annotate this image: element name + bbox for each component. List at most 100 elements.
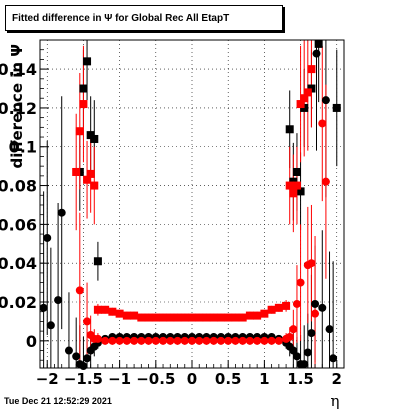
data-point-square <box>130 311 139 320</box>
data-point-circle <box>166 336 175 345</box>
data-point-circle <box>195 336 204 345</box>
data-point-square <box>292 181 301 190</box>
chart-title: Fitted difference in Ψ for Global Rec Al… <box>5 5 283 31</box>
data-point-square <box>307 65 316 74</box>
data-point-circle <box>101 336 110 345</box>
data-point-square <box>224 313 233 322</box>
data-point-circle <box>292 299 301 308</box>
data-point-square <box>195 313 204 322</box>
data-point-square <box>296 187 305 196</box>
data-point-circle <box>54 296 63 305</box>
x-tick-label: 1.5 <box>287 370 314 388</box>
data-point-circle <box>130 336 139 345</box>
x-tick-label: −0.5 <box>136 370 175 388</box>
y-tick-label: 0.08 <box>0 177 37 196</box>
data-point-circle <box>115 336 124 345</box>
x-tick-label: 1 <box>259 370 269 388</box>
data-point-circle <box>300 360 309 369</box>
data-point-circle <box>289 325 298 334</box>
data-point-square <box>282 301 291 310</box>
data-point-square <box>285 181 294 190</box>
data-point-circle <box>260 336 269 345</box>
data-point-square <box>289 189 298 198</box>
data-point-square <box>137 313 146 322</box>
data-point-circle <box>108 336 117 345</box>
data-point-circle <box>311 299 320 308</box>
data-point-circle <box>238 336 247 345</box>
data-point-circle <box>216 336 225 345</box>
data-point-circle <box>296 278 305 287</box>
data-point-square <box>303 88 312 97</box>
data-point-circle <box>325 325 334 334</box>
data-point-circle <box>75 286 84 295</box>
data-point-square <box>93 257 102 266</box>
data-point-circle <box>285 332 294 341</box>
data-point-circle <box>303 348 312 357</box>
data-point-square <box>151 313 160 322</box>
x-axis-label: η <box>331 392 340 409</box>
data-point-circle <box>245 336 254 345</box>
data-point-circle <box>137 336 146 345</box>
y-tick-label: 0.02 <box>0 293 37 312</box>
x-tick-label: −2 <box>36 370 59 388</box>
x-tick-label: −1.5 <box>64 370 103 388</box>
data-point-circle <box>224 336 233 345</box>
data-point-circle <box>83 354 92 363</box>
data-point-square <box>332 103 341 112</box>
data-point-circle <box>321 96 330 105</box>
data-point-circle <box>318 119 327 128</box>
data-point-square <box>108 307 117 316</box>
data-point-square <box>238 313 247 322</box>
data-point-square <box>180 313 189 322</box>
data-point-square <box>101 305 110 314</box>
data-point-square <box>90 181 99 190</box>
data-point-circle <box>188 336 196 345</box>
data-point-circle <box>83 317 92 326</box>
data-point-circle <box>173 336 182 345</box>
data-point-circle <box>307 259 316 268</box>
data-point-circle <box>311 309 320 318</box>
data-point-circle <box>151 336 160 345</box>
data-point-circle <box>180 336 189 345</box>
data-point-square <box>93 305 102 314</box>
data-markers <box>39 39 341 371</box>
y-tick-label: 0.1 <box>9 138 37 157</box>
y-axis-label: difference in Ψ <box>8 44 26 169</box>
y-tick-label: 0.06 <box>0 215 37 234</box>
data-point-square <box>122 311 131 320</box>
x-tick-label: 0 <box>187 370 197 388</box>
data-point-square <box>245 311 254 320</box>
data-point-circle <box>64 346 73 355</box>
data-point-square <box>267 305 276 314</box>
y-tick-label: 0.12 <box>0 99 37 118</box>
data-point-square <box>231 313 240 322</box>
data-point-square <box>83 175 92 184</box>
data-point-square <box>300 94 309 103</box>
data-point-square <box>285 125 294 134</box>
data-point-circle <box>202 336 211 345</box>
data-point-circle <box>267 336 276 345</box>
data-point-circle <box>318 303 327 312</box>
data-point-square <box>144 313 153 322</box>
data-point-square <box>173 313 182 322</box>
x-tick-label: 0.5 <box>215 370 242 388</box>
data-point-circle <box>72 352 81 361</box>
data-point-square <box>314 39 323 48</box>
data-point-square <box>292 167 301 176</box>
axis-ticks: −2 −1.5 −1 −0.5 0 0.5 1 1.5 2 0 0.02 0.04 0.06 0.08 0.… <box>0 49 345 388</box>
data-point-circle <box>253 336 262 345</box>
data-point-circle <box>289 346 298 355</box>
data-point-circle <box>144 336 153 345</box>
x-tick-label: −1 <box>108 370 131 388</box>
data-point-circle <box>209 336 218 345</box>
y-tick-label: 0.04 <box>0 254 37 273</box>
data-point-circle <box>122 336 131 345</box>
data-point-square <box>209 313 218 322</box>
data-point-square <box>86 169 95 178</box>
data-point-square <box>115 309 124 318</box>
data-point-square <box>79 84 88 93</box>
data-point-square <box>159 313 168 322</box>
data-point-circle <box>312 49 321 58</box>
data-point-circle <box>292 352 301 361</box>
